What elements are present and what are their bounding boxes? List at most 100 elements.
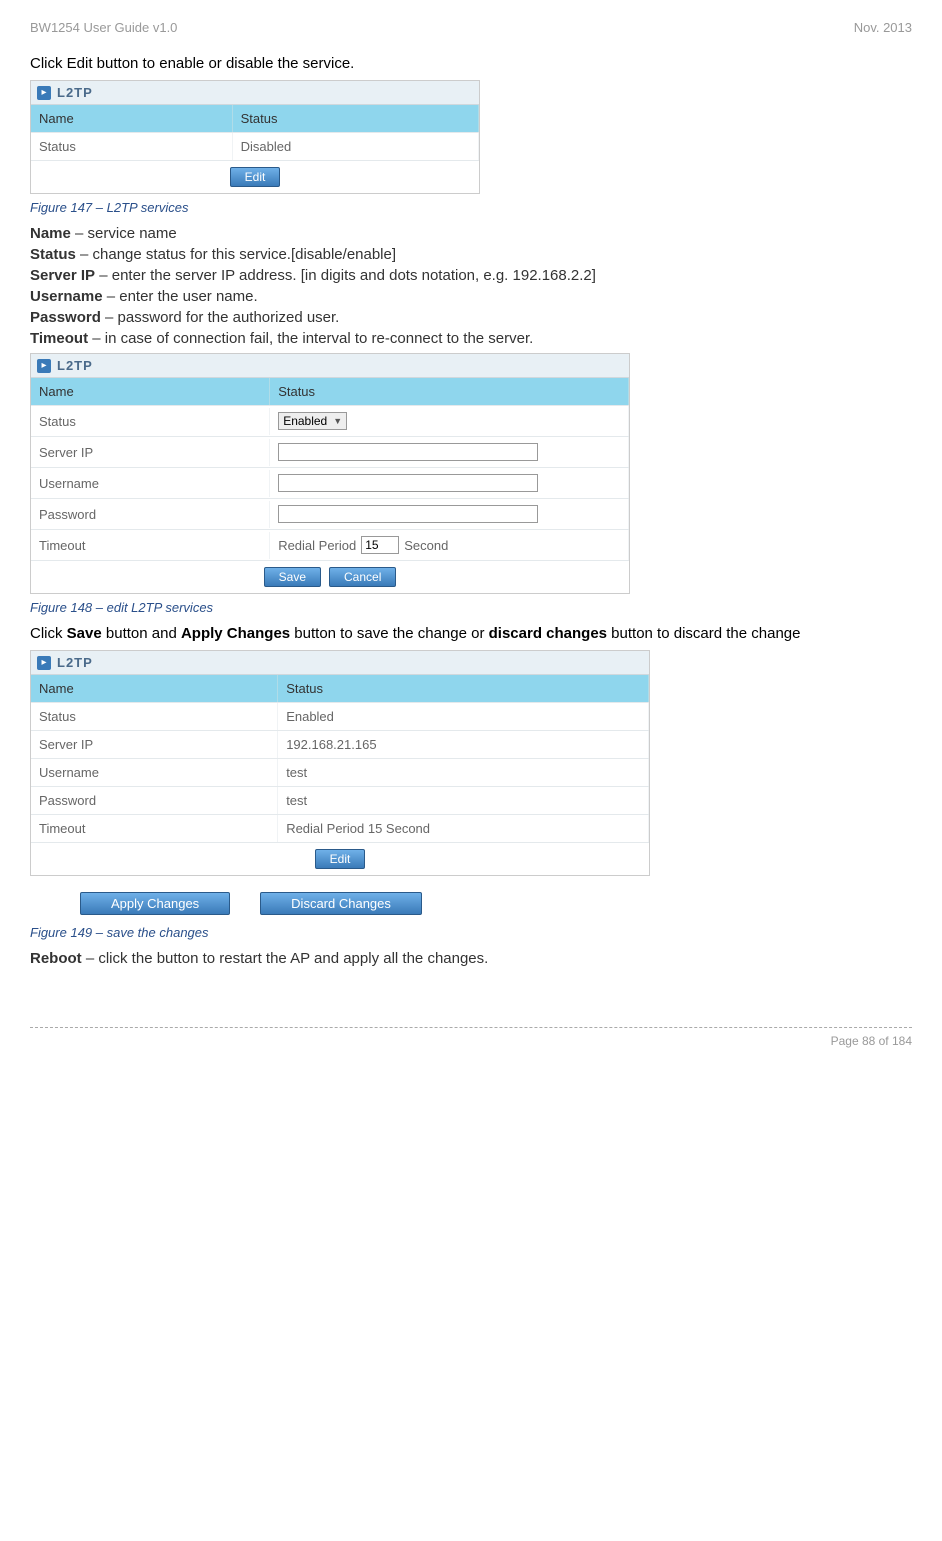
field-status-desc: – change status for this service.[disabl…	[76, 246, 396, 263]
page-header: BW1254 User Guide v1.0 Nov. 2013	[30, 20, 912, 35]
figure-caption-149: Figure 149 – save the changes	[30, 925, 912, 940]
l2tp-table-148: ▸ L2TP Name Status Status Enabled ▼ Serv…	[30, 353, 630, 594]
field-name-label: Name	[30, 225, 71, 242]
sp5: button to save the change or	[290, 625, 488, 642]
col-name: Name	[31, 378, 270, 405]
table-row: Status Enabled	[31, 702, 649, 730]
cell-label: Server IP	[31, 439, 270, 466]
page-number: Page 88 of 184	[831, 1034, 912, 1048]
cell-label: Status	[31, 408, 270, 435]
collapse-icon: ▸	[37, 86, 51, 100]
col-status: Status	[270, 378, 629, 405]
table-row: Password	[31, 498, 629, 529]
redial-period-input[interactable]	[361, 536, 399, 554]
action-buttons: Apply Changes Discard Changes	[30, 882, 912, 915]
section-title: L2TP	[57, 655, 93, 670]
field-timeout-desc: – in case of connection fail, the interv…	[88, 330, 533, 347]
cell-value: 192.168.21.165	[278, 731, 649, 758]
collapse-icon: ▸	[37, 656, 51, 670]
cell-label: Username	[31, 470, 270, 497]
field-timeout: Timeout – in case of connection fail, th…	[30, 330, 912, 347]
table-row: Username test	[31, 758, 649, 786]
cancel-button[interactable]: Cancel	[329, 567, 396, 587]
col-name: Name	[31, 105, 233, 132]
table-head: Name Status	[31, 675, 649, 702]
cell-label: Server IP	[31, 731, 278, 758]
reboot-label: Reboot	[30, 950, 82, 967]
section-header: ▸ L2TP	[31, 81, 479, 105]
col-name: Name	[31, 675, 278, 702]
cell-status: Disabled	[233, 133, 479, 160]
section-header: ▸ L2TP	[31, 651, 649, 675]
section-title: L2TP	[57, 358, 93, 373]
table-row: Server IP 192.168.21.165	[31, 730, 649, 758]
cell-label: Username	[31, 759, 278, 786]
field-name-desc: – service name	[71, 225, 177, 242]
field-password-desc: – password for the authorized user.	[101, 309, 339, 326]
table-row: Server IP	[31, 436, 629, 467]
field-name: Name – service name	[30, 225, 912, 242]
sp2: Save	[67, 625, 102, 642]
cell-label: Timeout	[31, 815, 278, 842]
edit-button[interactable]: Edit	[230, 167, 281, 187]
cell-value: Redial Period 15 Second	[278, 815, 649, 842]
table-row: Status Enabled ▼	[31, 405, 629, 436]
l2tp-table-147: ▸ L2TP Name Status Status Disabled Edit	[30, 80, 480, 194]
cell-label: Password	[31, 501, 270, 528]
table-row: Timeout Redial Period 15 Second	[31, 814, 649, 842]
serverip-input[interactable]	[278, 443, 538, 461]
cell-value: Enabled ▼	[270, 406, 629, 436]
field-timeout-label: Timeout	[30, 330, 88, 347]
field-password-label: Password	[30, 309, 101, 326]
sp1: Click	[30, 625, 67, 642]
apply-changes-button[interactable]: Apply Changes	[80, 892, 230, 915]
cell-value: Redial Period Second	[270, 530, 629, 560]
table-row: Timeout Redial Period Second	[31, 529, 629, 560]
figure-caption-148: Figure 148 – edit L2TP services	[30, 600, 912, 615]
cell-value	[270, 468, 629, 498]
doc-title: BW1254 User Guide v1.0	[30, 20, 177, 35]
discard-changes-button[interactable]: Discard Changes	[260, 892, 422, 915]
doc-date: Nov. 2013	[854, 20, 912, 35]
cell-name: Status	[31, 133, 233, 160]
sp7: button to discard the change	[607, 625, 800, 642]
table-row: Password test	[31, 786, 649, 814]
reboot-line: Reboot – click the button to restart the…	[30, 950, 912, 967]
cell-value: test	[278, 787, 649, 814]
button-row: Edit	[31, 842, 649, 875]
field-username-label: Username	[30, 288, 103, 305]
field-password: Password – password for the authorized u…	[30, 309, 912, 326]
cell-label: Status	[31, 703, 278, 730]
redial-prefix: Redial Period	[278, 538, 356, 553]
field-status: Status – change status for this service.…	[30, 246, 912, 263]
save-button[interactable]: Save	[264, 567, 321, 587]
status-dropdown[interactable]: Enabled ▼	[278, 412, 347, 430]
page-footer: Page 88 of 184	[30, 1027, 912, 1048]
col-status: Status	[278, 675, 649, 702]
cell-value	[270, 437, 629, 467]
username-input[interactable]	[278, 474, 538, 492]
password-input[interactable]	[278, 505, 538, 523]
intro-text: Click Edit button to enable or disable t…	[30, 55, 912, 72]
button-row: Save Cancel	[31, 560, 629, 593]
dropdown-value: Enabled	[283, 414, 327, 428]
table-row: Status Disabled	[31, 132, 479, 160]
cell-label: Password	[31, 787, 278, 814]
collapse-icon: ▸	[37, 359, 51, 373]
col-status: Status	[233, 105, 479, 132]
redial-suffix: Second	[404, 538, 448, 553]
field-username-desc: – enter the user name.	[103, 288, 258, 305]
figure-caption-147: Figure 147 – L2TP services	[30, 200, 912, 215]
field-serverip-desc: – enter the server IP address. [in digit…	[95, 267, 596, 284]
cell-value: test	[278, 759, 649, 786]
reboot-desc: – click the button to restart the AP and…	[82, 950, 489, 967]
table-row: Username	[31, 467, 629, 498]
field-status-label: Status	[30, 246, 76, 263]
chevron-down-icon: ▼	[333, 416, 342, 426]
sp6: discard changes	[489, 625, 607, 642]
section-title: L2TP	[57, 85, 93, 100]
sp4: Apply Changes	[181, 625, 290, 642]
cell-value: Enabled	[278, 703, 649, 730]
sp3: button and	[102, 625, 181, 642]
edit-button[interactable]: Edit	[315, 849, 366, 869]
